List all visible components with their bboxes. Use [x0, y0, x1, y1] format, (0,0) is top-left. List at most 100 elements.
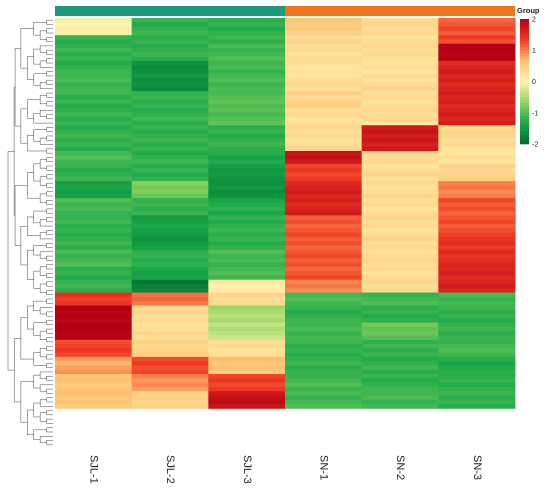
heatmap-cell: [55, 236, 133, 242]
heatmap-cell: [55, 78, 133, 83]
heatmap-cell: [438, 155, 516, 160]
heatmap-cell: [438, 95, 516, 100]
heatmap-cell: [131, 331, 209, 336]
heatmap-cell: [131, 301, 209, 306]
heatmap-cell: [285, 292, 363, 298]
heatmap-cell: [208, 48, 286, 53]
heatmap-cell: [208, 271, 286, 276]
legend-swatch: [520, 72, 529, 76]
heatmap-cell: [285, 65, 363, 70]
heatmap-cell: [438, 193, 516, 199]
heatmap-cell: [131, 150, 209, 156]
heatmap-cell: [131, 35, 209, 40]
heatmap-cell: [131, 116, 209, 122]
heatmap-cell: [55, 249, 133, 255]
heatmap-cell: [208, 236, 286, 242]
heatmap-cell: [438, 181, 516, 186]
heatmap-cell: [361, 163, 439, 169]
heatmap-cell: [438, 52, 516, 58]
heatmap-cell: [208, 378, 286, 384]
legend-swatch: [520, 122, 529, 126]
heatmap-cell: [438, 125, 516, 130]
group-annotation-bar: [55, 6, 515, 16]
heatmap-cell: [361, 39, 439, 45]
heatmap-cell: [131, 95, 209, 100]
heatmap-cell: [438, 245, 516, 251]
heatmap-cell: [361, 99, 439, 105]
heatmap-cell: [438, 292, 516, 298]
heatmap-cell: [208, 348, 286, 354]
heatmap-cell: [131, 65, 209, 70]
heatmap-cell: [131, 133, 209, 139]
legend-swatch: [520, 97, 529, 101]
heatmap-cell: [285, 69, 363, 75]
heatmap-cell: [208, 155, 286, 160]
heatmap-cell: [55, 223, 133, 229]
legend-swatch: [520, 19, 529, 23]
heatmap-cell: [208, 318, 286, 323]
heatmap-cell: [131, 241, 209, 246]
heatmap-cell: [438, 18, 516, 23]
heatmap-cell: [438, 103, 516, 109]
heatmap-cell: [361, 378, 439, 384]
heatmap-cell: [361, 52, 439, 58]
heatmap-cell: [55, 296, 133, 302]
heatmap-cell: [361, 181, 439, 186]
heatmap-cell: [361, 356, 439, 362]
heatmap-cell: [131, 348, 209, 354]
heatmap-cell: [285, 185, 363, 190]
heatmap-cell: [438, 65, 516, 70]
heatmap-cell: [285, 279, 363, 285]
heatmap-cell: [131, 249, 209, 255]
heatmap-cell: [285, 391, 363, 396]
legend-swatch: [520, 37, 529, 42]
heatmap-cell: [131, 108, 209, 113]
heatmap-cell: [55, 279, 133, 285]
heatmap-cell: [131, 232, 209, 238]
heatmap-cell: [131, 78, 209, 83]
heatmap-cell: [55, 30, 133, 36]
color-legend: Group 2 1 0 -1 -2: [517, 6, 540, 149]
heatmap-cell: [131, 314, 209, 319]
heatmap-cell: [438, 112, 516, 118]
heatmap-cell: [361, 314, 439, 319]
heatmap-cell: [131, 99, 209, 105]
heatmap-cell: [361, 279, 439, 285]
heatmap-cell: [131, 253, 209, 259]
heatmap-cell: [285, 288, 363, 293]
heatmap-cell: [208, 181, 286, 186]
heatmap-cell: [285, 86, 363, 92]
heatmap-cell: [208, 232, 286, 238]
heatmap-cell: [208, 331, 286, 336]
heatmap-cell: [55, 241, 133, 246]
heatmap-cell: [208, 279, 286, 285]
heatmap-cell: [285, 133, 363, 139]
heatmap-cell: [55, 168, 133, 173]
heatmap-cell: [208, 301, 286, 306]
heatmap-cell: [208, 365, 286, 371]
heatmap-cell: [208, 262, 286, 268]
heatmap-cell: [208, 30, 286, 36]
heatmap-cell: [438, 116, 516, 122]
heatmap-cell: [361, 322, 439, 328]
heatmap-cell: [438, 48, 516, 53]
heatmap-cell: [208, 228, 286, 233]
heatmap-cell: [208, 35, 286, 40]
heatmap-cell: [208, 305, 286, 311]
heatmap-cell: [208, 116, 286, 122]
legend-swatch: [520, 119, 529, 123]
heatmap-cell: [361, 399, 439, 405]
heatmap-cell: [438, 86, 516, 92]
heatmap-cell: [438, 43, 516, 49]
heatmap-cell: [208, 185, 286, 190]
heatmap-cell: [208, 241, 286, 246]
heatmap-cell: [361, 391, 439, 396]
heatmap-cell: [438, 223, 516, 229]
heatmap-cell: [208, 258, 286, 263]
legend-swatch: [520, 81, 529, 85]
heatmap-cell: [361, 253, 439, 259]
heatmap-cell: [55, 395, 133, 401]
heatmap-cell: [131, 365, 209, 371]
heatmap-cell: [55, 185, 133, 190]
heatmap-cell: [208, 361, 286, 366]
